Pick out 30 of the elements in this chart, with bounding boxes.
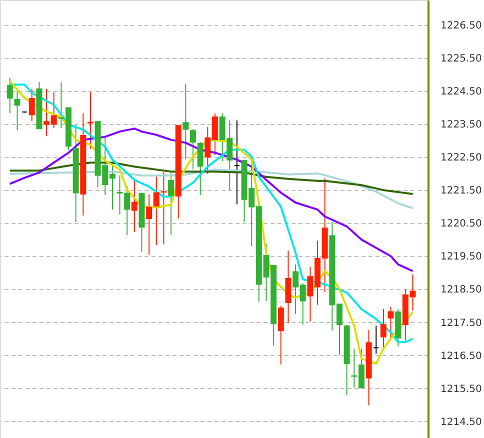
candlestick	[182, 83, 189, 160]
candlestick	[146, 194, 152, 256]
y-tick-label: 1222.50	[440, 152, 482, 164]
candlestick	[278, 305, 284, 366]
y-tick-label: 1225.50	[440, 53, 482, 64]
y-tick-label: 1216.50	[440, 350, 482, 362]
y-tick-label: 1221.50	[440, 186, 482, 197]
line-series	[8, 128, 414, 272]
y-tick-label: 1226.50	[440, 20, 482, 32]
candlestick	[197, 142, 204, 196]
y-tick-label: 1220.50	[440, 218, 482, 230]
candlestick	[131, 180, 138, 233]
candlestick	[234, 120, 240, 205]
line-series	[8, 168, 414, 210]
y-tick-label: 1215.50	[440, 384, 482, 395]
y-tick-label: 1218.50	[440, 284, 482, 296]
candlestick	[190, 128, 196, 170]
candlestick	[6, 77, 13, 114]
y-tick-label: 1224.50	[440, 86, 482, 98]
y-tick-label: 1214.50	[440, 416, 482, 428]
y-tick-label: 1219.50	[440, 252, 482, 263]
line-series	[8, 162, 414, 196]
candlestick	[168, 172, 174, 236]
y-tick-label: 1223.50	[440, 119, 482, 130]
y-tick-label: 1217.50	[440, 318, 482, 329]
candlestick	[380, 308, 386, 350]
candlestick	[28, 88, 35, 122]
candlestick	[388, 306, 394, 340]
candlestick	[87, 92, 94, 150]
candlestick	[373, 325, 380, 354]
